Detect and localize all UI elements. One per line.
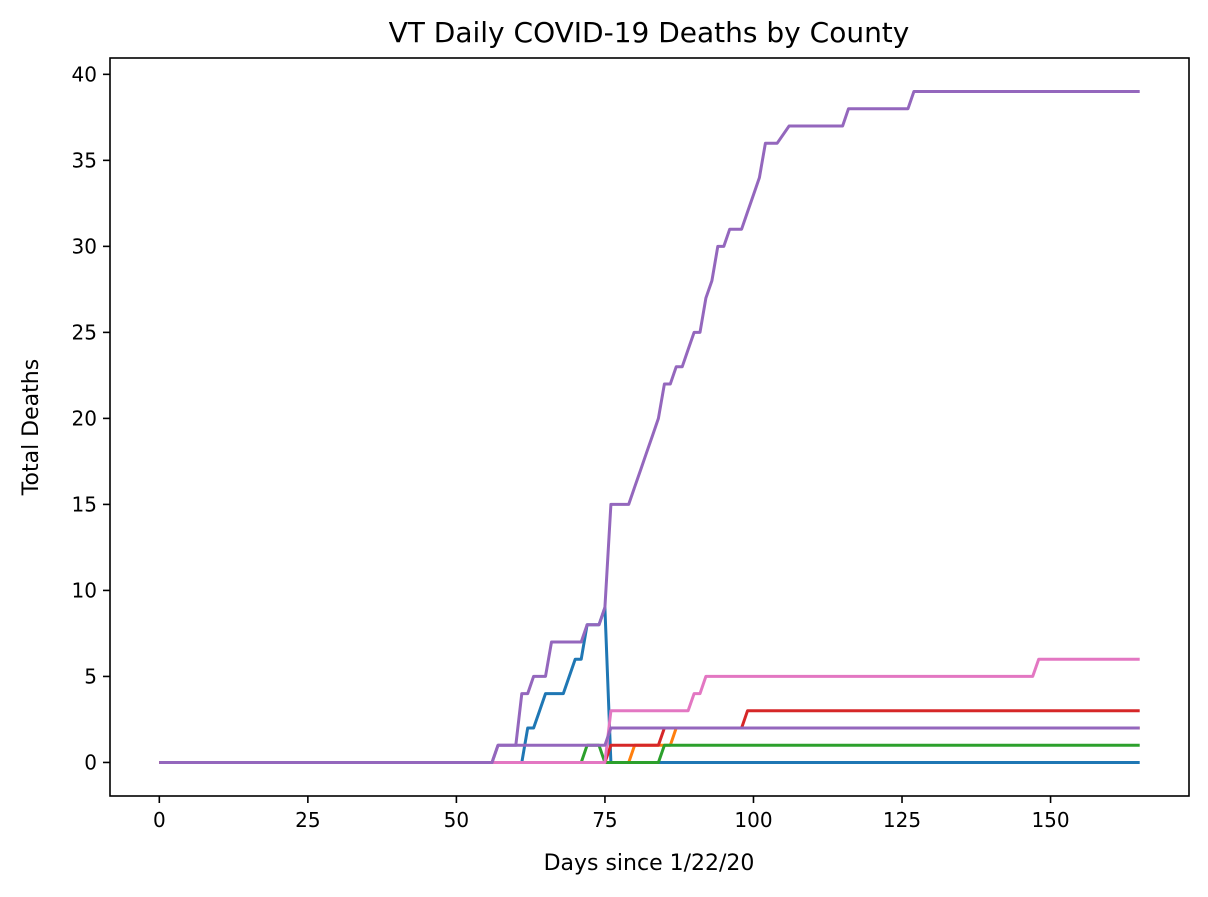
- x-tick-label-0: 0: [153, 808, 166, 832]
- y-tick-label-1: 5: [84, 664, 97, 688]
- series-line-1: [159, 606, 1140, 764]
- x-tick-label-3: 75: [592, 808, 617, 832]
- series-line-3: [159, 743, 1140, 764]
- x-tick-label-5: 125: [883, 808, 921, 832]
- x-tick-label-4: 100: [734, 808, 772, 832]
- series-layer: [159, 90, 1140, 764]
- y-axis-ticks: 0 5 10 15 20 25 30 35 40: [72, 62, 110, 774]
- chart-title: VT Daily COVID-19 Deaths by County: [389, 16, 910, 49]
- plot-area-frame: [109, 57, 1190, 797]
- y-tick-label-0: 0: [84, 750, 97, 774]
- series-line-4: [159, 709, 1140, 764]
- x-axis-label: Days since 1/22/20: [544, 851, 755, 876]
- y-tick-label-8: 40: [72, 62, 97, 86]
- x-tick-label-2: 50: [444, 808, 469, 832]
- y-tick-label-4: 20: [72, 406, 97, 430]
- x-axis-ticks: 0 25 50 75 100 125 150: [153, 796, 1070, 832]
- y-tick-label-5: 25: [72, 320, 97, 344]
- y-tick-label-2: 10: [72, 578, 97, 602]
- x-tick-label-6: 150: [1031, 808, 1069, 832]
- y-axis-label: Total Deaths: [19, 359, 44, 496]
- y-tick-label-6: 30: [72, 234, 97, 258]
- y-tick-label-7: 35: [72, 148, 97, 172]
- series-line-7: [159, 90, 1140, 764]
- x-tick-label-1: 25: [295, 808, 320, 832]
- y-tick-label-3: 15: [72, 492, 97, 516]
